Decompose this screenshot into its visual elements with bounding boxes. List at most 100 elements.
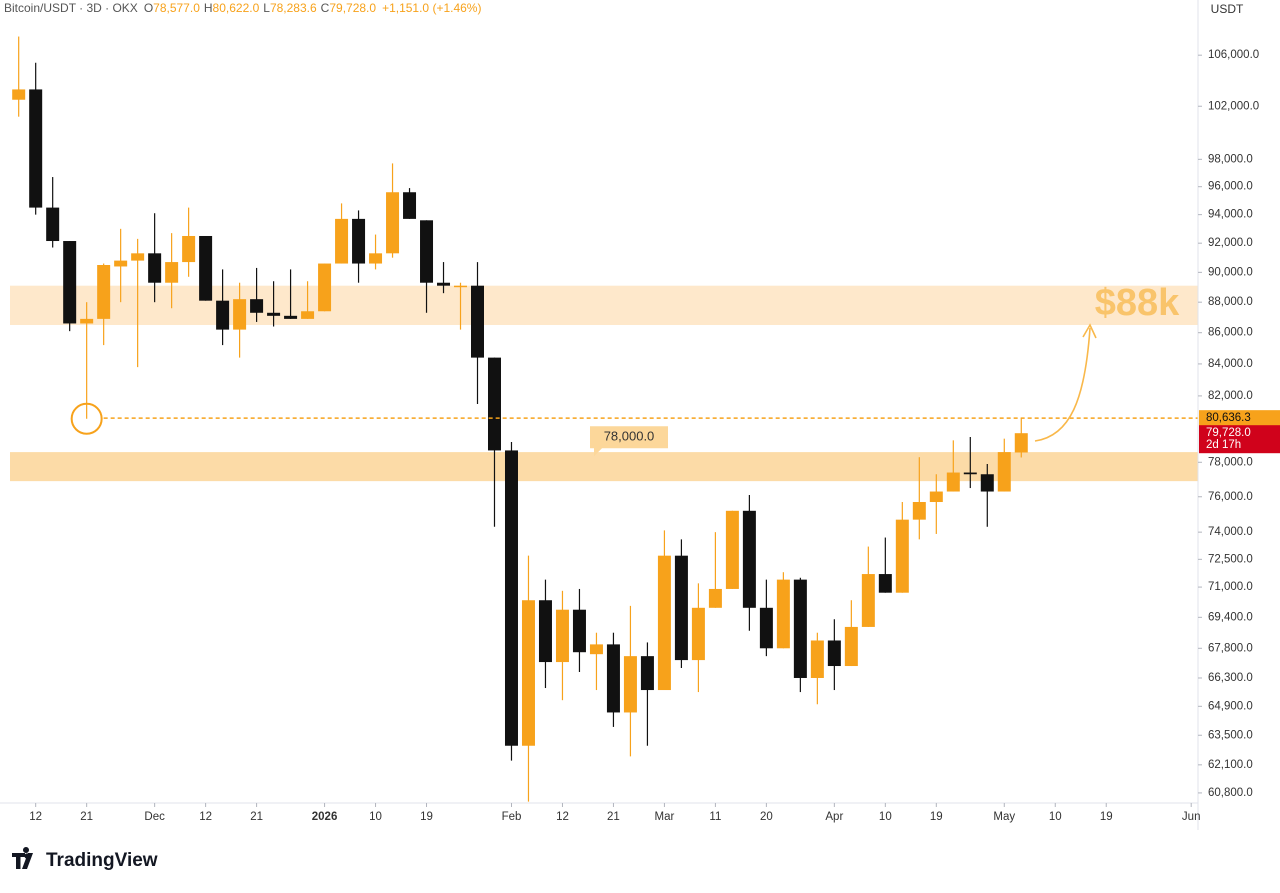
candle-body (267, 312, 281, 316)
y-tick-label: 67,800.0 (1208, 642, 1253, 654)
candle-body (793, 579, 807, 678)
x-tick-label: 12 (556, 811, 569, 823)
candle-body (657, 555, 671, 691)
y-tick-label: 102,000.0 (1208, 100, 1259, 112)
candle-body (420, 220, 434, 283)
legend-key: H (204, 1, 213, 15)
legend-key: C (321, 1, 330, 15)
y-tick-label: 76,000.0 (1208, 491, 1253, 503)
candle-body (471, 285, 485, 358)
x-tick-label: 12 (199, 811, 212, 823)
x-tick-label: 21 (80, 811, 93, 823)
candle-body (878, 574, 892, 593)
candle-body (284, 315, 298, 319)
x-tick-label: 10 (879, 811, 892, 823)
y-tick-label: 64,900.0 (1208, 700, 1253, 712)
legend-change: +1,151.0 (+1.46%) (382, 1, 481, 15)
x-tick-label: Dec (144, 811, 165, 823)
candle-body (318, 263, 332, 312)
candle-body (997, 452, 1011, 492)
candle-body (386, 192, 400, 254)
candle-body (929, 491, 943, 503)
x-tick-label: 11 (709, 811, 721, 823)
candle-body (437, 282, 451, 286)
target-text: $88k (1095, 282, 1180, 324)
candle-body (250, 299, 264, 313)
target-arrow (1034, 327, 1091, 442)
x-tick-label: 10 (1049, 811, 1062, 823)
x-tick-label: 21 (250, 811, 263, 823)
candle-body (810, 640, 824, 678)
level-tag (1199, 410, 1280, 427)
candle-body (46, 207, 60, 242)
brand-logo-dot (24, 853, 30, 859)
header-bg (0, 0, 520, 18)
y-tick-label: 92,000.0 (1208, 237, 1253, 249)
candle-body (725, 510, 739, 589)
x-tick-label: 12 (29, 811, 42, 823)
chart-title: Bitcoin/USDT · 3D · OKX (4, 1, 138, 15)
candle-body (674, 555, 688, 661)
candle-body (912, 502, 926, 520)
candle-body (199, 235, 213, 301)
candle-body (963, 472, 977, 475)
x-tick-label: 10 (369, 811, 382, 823)
candle-body (233, 299, 247, 330)
candle-body (572, 609, 586, 653)
level-tag-label: 80,636.3 (1206, 412, 1251, 424)
currency-label: USDT (1211, 2, 1244, 16)
candle-body (504, 450, 518, 746)
price-tag (1199, 425, 1280, 454)
header: Bitcoin/USDT · 3D · OKX USDT O 78,577.0 H 8… (0, 0, 1244, 18)
x-tick-label: 21 (607, 811, 620, 823)
y-tick-label: 96,000.0 (1208, 181, 1253, 193)
legend-key: O (144, 1, 153, 15)
candle-body (844, 626, 858, 667)
candle-body (861, 574, 875, 627)
x-tick-label: Jun (1182, 811, 1201, 823)
axes: 106,000.0 102,000.0 98,000.0 96,000.0 94,000… (0, 0, 1259, 830)
y-tick-label: 74,000.0 (1208, 526, 1253, 538)
candle-body (216, 300, 230, 330)
legend-value: 80,622.0 (213, 1, 260, 15)
x-tick-label: 20 (760, 811, 773, 823)
callout-bubble (590, 426, 668, 457)
candle-body (980, 474, 994, 492)
candles (12, 36, 1028, 802)
x-tick-label: Apr (825, 811, 843, 823)
brand: TradingView (12, 847, 158, 871)
callout-label: 78,000.0 (604, 429, 655, 444)
candle-body (759, 607, 773, 649)
y-tick-label: 98,000.0 (1208, 153, 1253, 165)
candle-body (538, 600, 552, 663)
candle-body (742, 510, 756, 608)
y-tick-label: 90,000.0 (1208, 266, 1253, 278)
legend-value: 78,283.6 (270, 1, 317, 15)
candle-body (606, 644, 620, 713)
zone (10, 452, 1198, 482)
price-tag-countdown: 2d 17h (1206, 439, 1241, 451)
x-tick-label: 19 (420, 811, 433, 823)
y-tick-label: 69,400.0 (1208, 611, 1253, 623)
candle-body (895, 519, 909, 593)
candle-body (335, 218, 349, 264)
candle-body (369, 253, 383, 264)
x-tick-label: Feb (502, 811, 522, 823)
brand-logo (12, 847, 33, 869)
y-tick-label: 72,500.0 (1208, 553, 1253, 565)
marker-circle (70, 402, 103, 435)
candle-body (97, 265, 111, 319)
y-tick-label: 71,000.0 (1208, 581, 1253, 593)
candle-body (691, 607, 705, 661)
candle-body (827, 640, 841, 667)
x-tick-label: Mar (655, 811, 675, 823)
candle-body (182, 235, 196, 263)
y-tick-label: 60,800.0 (1208, 787, 1253, 799)
brand-name: TradingView (46, 850, 158, 871)
y-tick-label: 63,500.0 (1208, 729, 1253, 741)
candle-body (352, 218, 366, 264)
y-tick-label: 86,000.0 (1208, 327, 1253, 339)
annotations: 80,636.3 79,728.02d 17h 78,000.0 $88k (70, 282, 1280, 457)
y-tick-label: 106,000.0 (1208, 49, 1259, 61)
